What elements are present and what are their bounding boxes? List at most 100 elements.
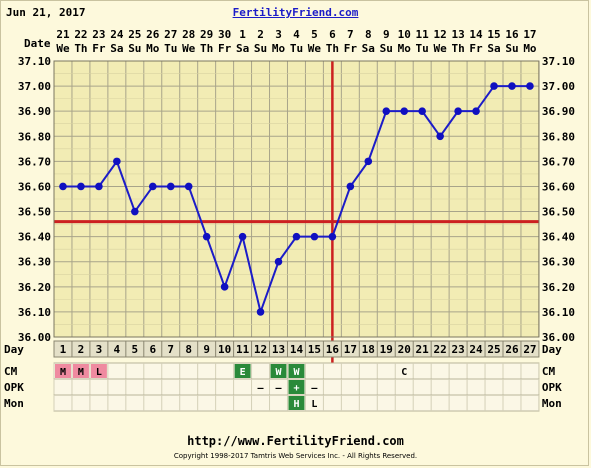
day-row-label: Day <box>4 343 24 356</box>
weekday-label: Th <box>200 42 213 55</box>
weekday-label: Sa <box>487 42 500 55</box>
day-number: 1 <box>60 343 67 356</box>
y-tick-label-left: 36.90 <box>18 105 51 118</box>
obs-cell-value: H <box>293 399 299 410</box>
date-label: 11 <box>416 28 430 41</box>
y-tick-label-right: 36.70 <box>542 155 575 168</box>
day-number: 22 <box>434 343 447 356</box>
date-label: 30 <box>218 28 231 41</box>
date-label: 9 <box>383 28 390 41</box>
temperature-point <box>274 257 283 266</box>
weekday-label: Mo <box>272 42 286 55</box>
obs-cell-value: – <box>275 383 282 394</box>
date-label: 17 <box>523 28 536 41</box>
temperature-point <box>202 232 211 241</box>
temperature-point <box>292 232 301 241</box>
y-tick-label-left: 36.20 <box>18 281 51 294</box>
weekday-label: Fr <box>469 42 483 55</box>
date-label: 6 <box>329 28 336 41</box>
temperature-point <box>256 308 265 316</box>
date-label: 29 <box>200 28 213 41</box>
date-label: 12 <box>434 28 447 41</box>
y-tick-label-left: 36.70 <box>18 155 51 168</box>
weekday-label: Mo <box>146 42 160 55</box>
obs-cell-fill <box>72 364 89 378</box>
date-label: 5 <box>311 28 318 41</box>
day-number: 4 <box>114 343 121 356</box>
obs-cell-fill <box>288 396 305 410</box>
temperature-point <box>526 82 534 90</box>
date-label: 24 <box>110 28 124 41</box>
date-label: 15 <box>487 28 500 41</box>
obs-cell-value: C <box>401 367 407 378</box>
obs-cell-value: – <box>258 383 265 394</box>
date-label: 26 <box>146 28 160 41</box>
y-tick-label-left: 36.40 <box>18 231 51 244</box>
weekday-label: Mo <box>523 42 537 55</box>
date-label: 25 <box>128 28 141 41</box>
weekday-label: We <box>182 42 196 55</box>
obs-row-label-right: OPK <box>542 381 562 394</box>
site-title-link[interactable]: FertilityFriend.com <box>232 6 359 19</box>
obs-cell-value: E <box>240 367 246 378</box>
date-row-label: Date <box>24 37 51 50</box>
temperature-point <box>310 232 319 241</box>
obs-row-label-right: CM <box>542 365 556 378</box>
y-tick-label-left: 37.10 <box>18 55 51 68</box>
y-tick-label-right: 36.00 <box>542 331 575 344</box>
day-number: 26 <box>505 343 519 356</box>
y-tick-label-left: 36.50 <box>18 206 51 219</box>
temperature-point <box>400 107 409 115</box>
obs-cell-fill <box>288 364 305 378</box>
obs-cell-value: L <box>311 399 317 410</box>
weekday-label: Tu <box>416 42 429 55</box>
obs-row-label: Mon <box>4 397 24 410</box>
temperature-point <box>346 182 355 191</box>
temperature-point <box>436 132 444 141</box>
obs-cell-value: W <box>293 367 300 378</box>
temperature-point <box>490 82 498 90</box>
y-tick-label-right: 37.10 <box>542 55 575 68</box>
day-number: 16 <box>326 343 340 356</box>
date-label: 13 <box>451 28 464 41</box>
temperature-point <box>77 182 85 191</box>
date-label: 10 <box>398 28 411 41</box>
obs-cell-fill <box>270 364 287 378</box>
date-label: 4 <box>293 28 300 41</box>
weekday-label: Mo <box>398 42 412 55</box>
date-label: 7 <box>347 28 354 41</box>
obs-row-label: OPK <box>4 381 24 394</box>
weekday-label: Su <box>505 42 518 55</box>
y-tick-label-right: 36.10 <box>542 306 575 319</box>
date-label: 28 <box>182 28 195 41</box>
date-label: 14 <box>469 28 483 41</box>
temperature-point <box>220 283 229 291</box>
weekday-label: Su <box>128 42 141 55</box>
obs-cell-value: M <box>78 367 84 378</box>
weekday-label: Th <box>326 42 339 55</box>
obs-cell-value: L <box>96 367 102 378</box>
y-tick-label-right: 36.20 <box>542 281 575 294</box>
weekday-label: We <box>56 42 70 55</box>
weekday-label: Fr <box>92 42 106 55</box>
day-number: 6 <box>149 343 156 356</box>
temperature-point <box>382 107 391 115</box>
y-tick-label-right: 36.60 <box>542 180 575 193</box>
temperature-point <box>454 107 462 115</box>
y-tick-label-right: 36.40 <box>542 231 575 244</box>
temperature-point <box>184 182 193 191</box>
y-tick-label-right: 36.90 <box>542 105 575 118</box>
date-label: 22 <box>74 28 87 41</box>
weekday-label: Th <box>451 42 464 55</box>
day-number: 5 <box>132 343 139 356</box>
weekday-label: We <box>434 42 448 55</box>
date-label: 16 <box>505 28 519 41</box>
footer-url[interactable]: http://www.FertilityFriend.com <box>187 434 404 448</box>
obs-cell-fill <box>90 364 107 378</box>
weekday-label: Th <box>74 42 87 55</box>
temperature-point <box>364 157 373 166</box>
y-tick-label-right: 36.30 <box>542 256 575 269</box>
day-row-label-right: Day <box>542 343 562 356</box>
date-label: 3 <box>275 28 282 41</box>
